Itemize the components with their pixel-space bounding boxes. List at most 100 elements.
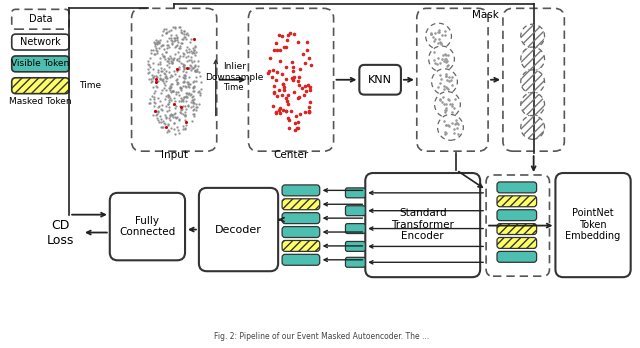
Point — [180, 109, 190, 114]
Point — [189, 48, 199, 53]
Point — [153, 95, 163, 101]
Point — [189, 67, 200, 72]
Point — [443, 96, 453, 102]
Point — [164, 35, 174, 41]
Point — [148, 47, 158, 52]
Point — [153, 38, 163, 44]
Point — [176, 104, 186, 109]
Point — [433, 84, 444, 89]
Point — [180, 84, 191, 89]
Point — [157, 68, 167, 74]
FancyBboxPatch shape — [359, 65, 401, 95]
Point — [438, 83, 449, 89]
Point — [150, 100, 160, 106]
Point — [168, 24, 178, 30]
Point — [435, 30, 445, 35]
Point — [151, 108, 161, 113]
Point — [191, 78, 202, 84]
FancyBboxPatch shape — [497, 210, 536, 221]
Point — [170, 98, 180, 104]
Point — [436, 32, 447, 38]
Point — [162, 108, 172, 114]
Point — [160, 113, 170, 118]
FancyBboxPatch shape — [199, 188, 278, 271]
Point — [156, 43, 166, 49]
Point — [175, 86, 185, 91]
Point — [191, 104, 201, 110]
Point — [180, 127, 190, 132]
Point — [170, 24, 180, 30]
Point — [173, 116, 184, 122]
Point — [163, 58, 173, 64]
Point — [449, 130, 459, 136]
Point — [188, 49, 198, 55]
Text: Standard
Transformer
Encoder: Standard Transformer Encoder — [391, 208, 454, 241]
Point — [440, 51, 450, 57]
Point — [179, 65, 189, 70]
Point — [152, 61, 163, 66]
Point — [175, 109, 185, 114]
Point — [188, 65, 198, 71]
Point — [189, 68, 200, 74]
Point — [282, 102, 292, 107]
Point — [186, 37, 196, 42]
Point — [161, 73, 172, 79]
Text: Visible Token: Visible Token — [12, 60, 70, 69]
Point — [174, 98, 184, 104]
Point — [269, 90, 279, 96]
Point — [303, 109, 314, 115]
Point — [278, 107, 289, 112]
Point — [193, 59, 204, 64]
Point — [151, 73, 161, 79]
Point — [143, 61, 153, 67]
Point — [179, 31, 189, 37]
Point — [181, 69, 191, 74]
Point — [178, 50, 188, 56]
Point — [436, 41, 446, 46]
Point — [441, 101, 451, 107]
Point — [159, 26, 170, 32]
Point — [161, 75, 172, 81]
Point — [177, 31, 188, 36]
Point — [172, 103, 182, 109]
Point — [170, 37, 180, 42]
FancyBboxPatch shape — [12, 78, 69, 94]
Point — [300, 88, 310, 94]
Point — [165, 112, 175, 118]
Point — [282, 99, 292, 104]
Point — [179, 68, 189, 74]
Point — [440, 131, 450, 137]
Point — [305, 62, 316, 67]
Point — [179, 29, 189, 34]
Point — [274, 33, 284, 38]
Point — [429, 49, 439, 55]
Point — [182, 80, 192, 85]
Point — [444, 86, 454, 92]
Point — [274, 87, 284, 92]
Point — [164, 56, 174, 62]
Point — [186, 64, 196, 69]
Point — [147, 94, 157, 99]
Point — [183, 103, 193, 109]
Point — [153, 109, 163, 115]
Point — [182, 103, 193, 108]
Point — [180, 73, 190, 79]
Point — [145, 64, 155, 70]
Point — [175, 53, 185, 58]
Point — [163, 95, 173, 100]
Point — [173, 58, 184, 63]
Point — [294, 74, 304, 80]
Point — [271, 110, 282, 115]
Point — [428, 34, 438, 40]
Point — [148, 97, 159, 102]
Point — [189, 111, 199, 116]
Point — [188, 79, 198, 84]
Point — [176, 95, 186, 101]
Point — [440, 110, 451, 115]
FancyBboxPatch shape — [497, 182, 536, 193]
Point — [272, 70, 282, 75]
Point — [166, 111, 176, 116]
Point — [166, 112, 177, 118]
Point — [169, 35, 179, 41]
Point — [189, 83, 199, 89]
